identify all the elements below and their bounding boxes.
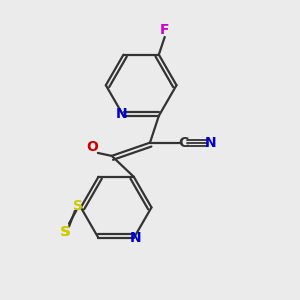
Text: N: N (130, 231, 141, 245)
Text: O: O (87, 140, 98, 154)
Text: N: N (116, 107, 128, 121)
Text: S: S (73, 199, 83, 213)
Text: C: C (179, 136, 189, 150)
Text: S: S (61, 225, 71, 239)
Text: N: N (205, 136, 216, 150)
Text: F: F (160, 22, 169, 37)
Text: S: S (60, 225, 70, 239)
